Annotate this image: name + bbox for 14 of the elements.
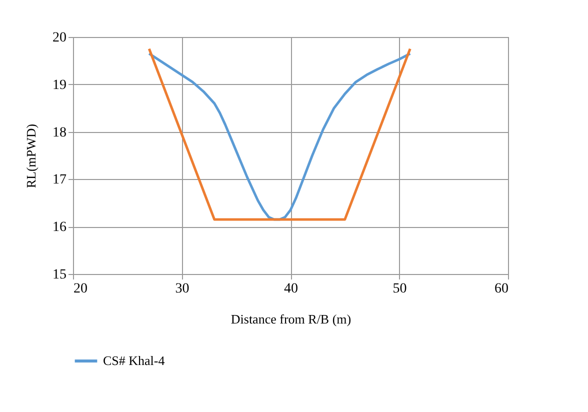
legend-label: CS# Khal-4 bbox=[103, 353, 166, 368]
y-tick-label: 17 bbox=[52, 172, 66, 188]
x-tick-label: 60 bbox=[494, 282, 508, 296]
y-tick-label: 18 bbox=[52, 125, 66, 140]
x-tick-label: 20 bbox=[74, 282, 88, 296]
x-tick-label: 50 bbox=[392, 282, 407, 296]
y-tick-label: 19 bbox=[52, 78, 66, 93]
y-axis-title: RL(mPWD) bbox=[24, 124, 38, 188]
x-axis-title: Distance from R/B (m) bbox=[230, 312, 352, 326]
y-tick-label: 16 bbox=[52, 220, 66, 236]
y-tick-label: 15 bbox=[52, 268, 66, 282]
x-tick-label: 30 bbox=[175, 282, 190, 296]
x-tick-label: 40 bbox=[284, 282, 298, 296]
y-tick-label: 20 bbox=[52, 30, 66, 46]
